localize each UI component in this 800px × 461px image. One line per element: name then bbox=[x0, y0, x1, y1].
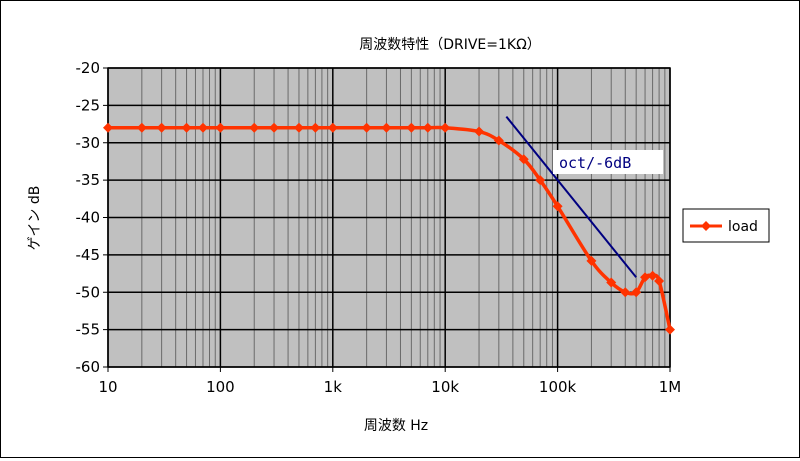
slope-annotation: oct/-6dB bbox=[505, 115, 663, 278]
y-tick-label: -45 bbox=[76, 246, 101, 264]
x-tick-label: 1M bbox=[659, 378, 682, 396]
data-point bbox=[136, 122, 147, 133]
data-point bbox=[361, 122, 372, 133]
data-point bbox=[552, 201, 563, 212]
data-point bbox=[640, 272, 651, 283]
data-point bbox=[381, 122, 392, 133]
data-point bbox=[249, 122, 260, 133]
x-axis-ticks: 10 100 1k 10k 100k 1M bbox=[98, 367, 681, 396]
y-tick-label: -55 bbox=[76, 321, 101, 339]
data-point bbox=[293, 122, 304, 133]
x-axis-label: 周波数 Hz bbox=[364, 418, 428, 434]
legend-marker bbox=[701, 221, 711, 231]
data-point bbox=[606, 277, 617, 288]
x-tick-label: 10 bbox=[98, 378, 117, 396]
x-tick-label: 100 bbox=[206, 378, 235, 396]
data-point bbox=[620, 287, 631, 298]
slope-line bbox=[505, 115, 637, 278]
grid-lines bbox=[107, 67, 671, 368]
y-tick-label: -35 bbox=[76, 171, 101, 189]
x-tick-label: 1k bbox=[324, 378, 343, 396]
data-point bbox=[310, 122, 321, 133]
data-point bbox=[440, 122, 451, 133]
data-point bbox=[493, 135, 504, 146]
data-point bbox=[156, 122, 167, 133]
chart-title: 周波数特性（DRIVE=1KΩ） bbox=[359, 37, 541, 53]
data-point bbox=[181, 122, 192, 133]
y-tick-label: -40 bbox=[76, 209, 101, 227]
y-axis-ticks: -20 -25 -30 -35 -40 -45 -50 -55 -60 bbox=[76, 59, 108, 376]
data-point bbox=[327, 122, 338, 133]
y-tick-label: -30 bbox=[76, 134, 101, 152]
data-point bbox=[535, 175, 546, 186]
data-point bbox=[665, 324, 675, 335]
data-point bbox=[518, 154, 529, 165]
data-point bbox=[103, 122, 113, 133]
data-point bbox=[586, 255, 597, 266]
data-point bbox=[215, 122, 226, 133]
data-point bbox=[631, 287, 642, 298]
data-point bbox=[474, 126, 485, 137]
legend-label: load bbox=[728, 219, 758, 235]
y-tick-label: -60 bbox=[76, 358, 101, 376]
x-tick-label: 100k bbox=[539, 378, 577, 396]
data-point bbox=[406, 122, 417, 133]
y-axis-label: ゲイン dB bbox=[27, 186, 43, 251]
data-point bbox=[422, 122, 433, 133]
data-point bbox=[654, 276, 665, 287]
data-point bbox=[269, 122, 280, 133]
annotation-label: oct/-6dB bbox=[559, 154, 631, 172]
y-tick-label: -50 bbox=[76, 283, 101, 301]
x-tick-label: 10k bbox=[431, 378, 459, 396]
data-point bbox=[197, 122, 208, 133]
annotation-box bbox=[553, 150, 663, 174]
series-load bbox=[103, 122, 675, 335]
legend: load bbox=[682, 208, 770, 243]
y-tick-label: -20 bbox=[76, 59, 101, 77]
y-tick-label: -25 bbox=[76, 96, 101, 114]
data-point bbox=[647, 270, 658, 281]
